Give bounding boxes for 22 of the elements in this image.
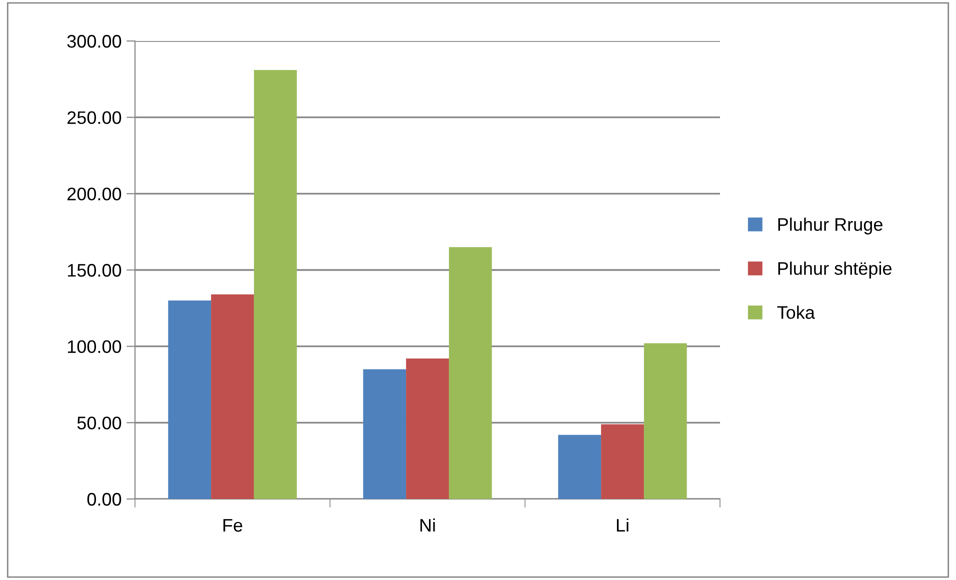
y-tick-label: 200.00 (67, 188, 122, 200)
x-tick-label: Fe (223, 519, 242, 532)
legend-label: Toka (777, 306, 815, 319)
bar (644, 343, 687, 499)
legend-label: Pluhur shtëpie (778, 262, 892, 278)
y-tick-label: 300.00 (67, 34, 122, 48)
legend-label: Pluhur Rruge (778, 218, 882, 234)
bar (211, 294, 254, 499)
bar (168, 300, 212, 499)
y-tick-label: 0.00 (87, 492, 122, 506)
bar (601, 424, 644, 499)
y-tick-label: 50.00 (77, 416, 122, 430)
bar (363, 369, 406, 499)
bar (254, 70, 297, 499)
bar (448, 247, 492, 499)
y-tick-label: 150.00 (68, 264, 122, 277)
bar (406, 358, 449, 499)
x-tick-label: Ni (420, 518, 435, 532)
x-tick-label: Li (616, 518, 628, 532)
y-tick-label: 250.00 (67, 111, 122, 124)
bar (558, 434, 602, 499)
y-tick-label: 100.00 (68, 340, 122, 354)
